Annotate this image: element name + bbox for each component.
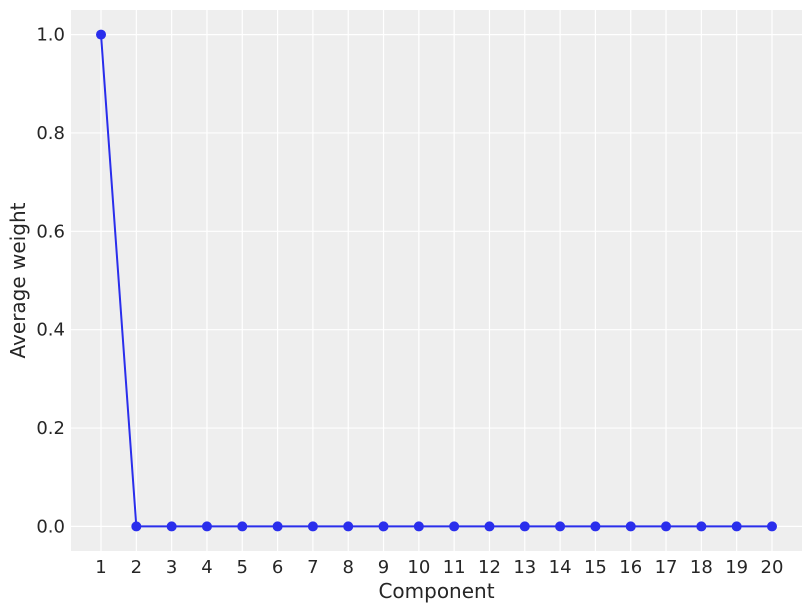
data-point	[625, 521, 636, 532]
x-tick-label: 3	[166, 557, 177, 578]
x-tick-label: 10	[407, 557, 430, 578]
series-layer	[96, 29, 777, 532]
x-tick-label: 18	[690, 557, 713, 578]
data-point	[731, 521, 742, 532]
x-tick-label: 5	[237, 557, 248, 578]
x-tick-label: 11	[443, 557, 466, 578]
x-tick-label: 15	[584, 557, 607, 578]
x-tick-label: 8	[342, 557, 353, 578]
data-point	[343, 521, 354, 532]
data-point	[519, 521, 530, 532]
x-tick-label: 4	[201, 557, 212, 578]
y-tick-label: 0.8	[36, 123, 65, 144]
x-tick-label: 2	[131, 557, 142, 578]
data-point	[413, 521, 424, 532]
x-tick-label: 19	[725, 557, 748, 578]
series-line	[100, 34, 772, 528]
x-tick-labels: 1 2 3 4 5 6 7 8 9 10 11 12 13 14 15 16 17 18 19 20	[95, 557, 783, 578]
data-point	[766, 521, 777, 532]
data-point	[661, 521, 672, 532]
data-point	[696, 521, 707, 532]
data-point	[484, 521, 495, 532]
plot-area	[71, 10, 802, 551]
y-axis-label: Average weight	[6, 202, 30, 358]
x-tick-label: 17	[655, 557, 678, 578]
data-point	[131, 521, 142, 532]
y-tick-label: 0.6	[36, 221, 65, 242]
x-tick-label: 13	[513, 557, 536, 578]
data-point	[166, 521, 177, 532]
data-point	[590, 521, 601, 532]
x-tick-label: 1	[95, 557, 106, 578]
y-tick-label: 1.0	[36, 25, 65, 46]
x-tick-label: 7	[307, 557, 318, 578]
x-tick-label: 6	[272, 557, 283, 578]
x-tick-label: 9	[378, 557, 389, 578]
data-point	[272, 521, 283, 532]
x-tick-label: 12	[478, 557, 501, 578]
y-tick-label: 0.2	[36, 418, 65, 439]
data-point	[237, 521, 248, 532]
data-point	[307, 521, 318, 532]
y-tick-label: 0.0	[36, 516, 65, 537]
y-tick-label: 0.4	[36, 320, 65, 341]
data-point	[96, 29, 107, 40]
x-tick-label: 20	[761, 557, 784, 578]
x-tick-label: 14	[549, 557, 572, 578]
x-tick-label: 16	[619, 557, 642, 578]
y-tick-labels: 0.0 0.2 0.4 0.6 0.8 1.0	[36, 25, 65, 538]
data-point	[201, 521, 212, 532]
grid-lines	[71, 10, 802, 551]
data-point	[555, 521, 566, 532]
data-point	[449, 521, 460, 532]
x-axis-label: Component	[378, 579, 494, 603]
data-point	[378, 521, 389, 532]
